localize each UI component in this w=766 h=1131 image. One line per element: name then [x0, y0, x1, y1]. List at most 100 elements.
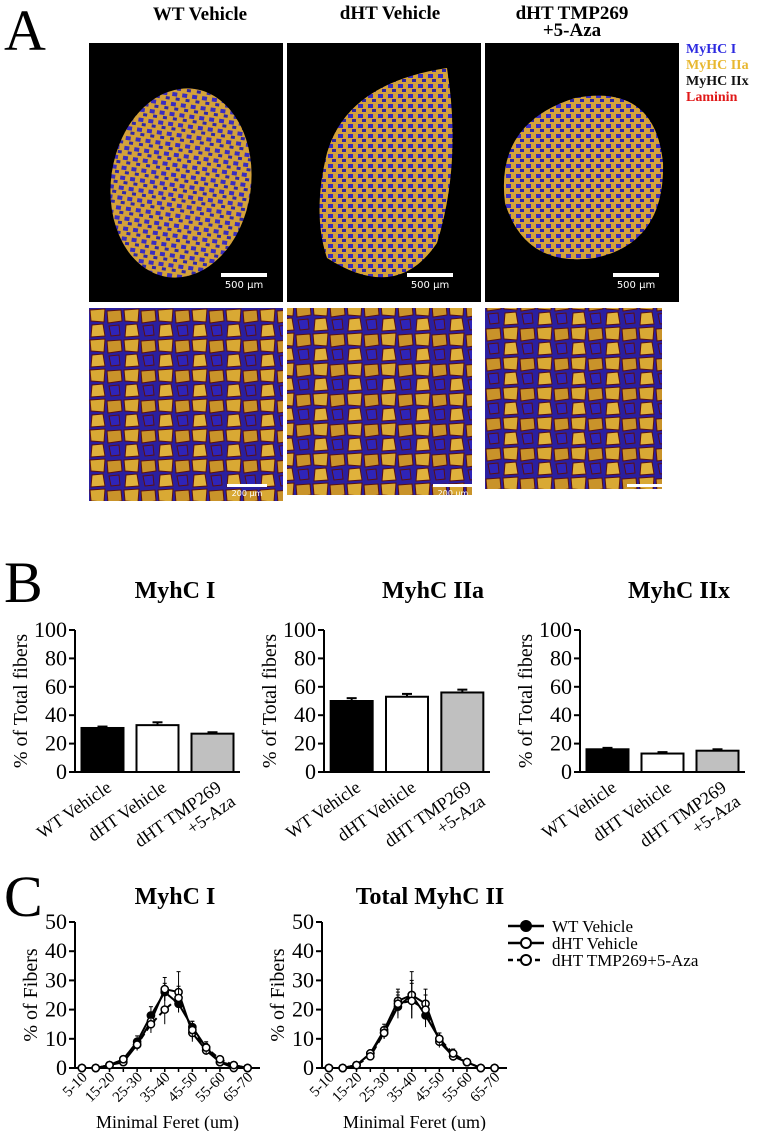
scale-bar-label: 200 μm — [631, 489, 663, 498]
y-tick-label: 50 — [292, 909, 314, 934]
data-point — [448, 1049, 458, 1058]
data-point — [462, 1057, 472, 1067]
data-point — [201, 1046, 211, 1055]
data-point — [105, 1060, 114, 1070]
category-label: dHT TMP269 — [636, 777, 730, 851]
data-point — [421, 1005, 430, 1014]
data-point — [365, 1049, 375, 1058]
y-tick-label: 80 — [45, 645, 67, 670]
y-tick-label: 100 — [539, 617, 572, 642]
data-point — [174, 993, 183, 1003]
x-tick-label: 55-60 — [440, 1070, 476, 1106]
x-tick-label: 5-10 — [60, 1070, 91, 1101]
panel-label-a: A — [4, 0, 46, 63]
data-point — [229, 1063, 239, 1073]
data-point — [105, 1060, 114, 1070]
data-point — [118, 1054, 128, 1064]
y-tick-label: 0 — [305, 759, 316, 784]
stain-legend: MyHC I MyHC IIa MyHC IIx Laminin — [686, 42, 749, 106]
data-point — [146, 1019, 156, 1029]
data-point — [365, 1049, 375, 1058]
data-point — [393, 1002, 403, 1012]
stain-legend-item: MyHC I — [686, 42, 737, 57]
muscle-section-dht-vehicle: 500 μm — [287, 43, 481, 302]
y-tick-label: 20 — [45, 731, 67, 756]
data-point — [243, 1063, 252, 1073]
data-point — [490, 1063, 499, 1073]
data-point — [476, 1063, 486, 1073]
y-tick-label: 80 — [294, 645, 316, 670]
data-point — [146, 1016, 156, 1026]
data-point — [324, 1063, 334, 1073]
data-point — [91, 1063, 101, 1073]
data-point — [379, 1028, 389, 1038]
series-line — [81, 996, 248, 1069]
bar — [190, 732, 235, 773]
muscle-section-dht-tmp269-5-aza: 500 μm — [485, 43, 679, 302]
scale-bar — [407, 273, 453, 277]
data-point — [160, 984, 170, 994]
x-tick-label: 35-40 — [138, 1070, 174, 1106]
y-tick-label: 100 — [283, 617, 316, 642]
y-axis-label: % of Fibers — [20, 948, 42, 1042]
y-axis-label: % of Fibers — [267, 948, 289, 1042]
data-point — [476, 1063, 486, 1073]
category-label: dHT Vehicle — [333, 777, 419, 845]
zoom-image-dht-tmp269-5-aza: 200 μm — [485, 308, 679, 501]
data-point — [91, 1063, 101, 1073]
series-line — [81, 990, 248, 1069]
legend-label: dHT TMP269+5-Aza — [552, 951, 699, 970]
y-tick-label: 10 — [292, 1026, 314, 1051]
category-label: +5-Aza — [688, 791, 744, 838]
x-tick-label: 15-20 — [329, 1070, 365, 1106]
data-point — [160, 1005, 170, 1014]
series-line — [328, 999, 495, 1069]
legend-marker — [520, 937, 532, 949]
scale-bar-label: 500 μm — [410, 280, 450, 291]
y-tick-label: 40 — [45, 938, 67, 963]
data-point — [229, 1060, 239, 1070]
data-point — [476, 1063, 486, 1073]
data-point — [77, 1063, 87, 1073]
y-tick-label: 60 — [550, 674, 572, 699]
column-title-dht-vehicle: dHT Vehicle — [339, 3, 441, 24]
data-point — [352, 1060, 361, 1070]
y-tick-label: 0 — [56, 1055, 67, 1080]
data-point — [77, 1063, 87, 1073]
data-point — [338, 1063, 348, 1073]
bar — [695, 749, 740, 774]
data-point — [352, 1060, 361, 1070]
data-point — [77, 1063, 87, 1073]
data-point — [118, 1057, 128, 1067]
scale-bar-label: 200 μm — [437, 489, 469, 498]
chart-title-myhc-iia: MyhC IIa — [381, 578, 484, 604]
data-point — [215, 1057, 225, 1067]
data-point — [421, 1011, 430, 1020]
muscle-section-wt-vehicle: 500 μm — [89, 43, 283, 302]
data-point — [393, 999, 403, 1009]
y-tick-label: 20 — [294, 731, 316, 756]
zoom-image-wt-vehicle: 200 μm — [89, 308, 283, 501]
data-point — [379, 1028, 389, 1038]
data-point — [490, 1063, 499, 1073]
data-point — [490, 1063, 499, 1073]
x-tick-label: 5-10 — [307, 1070, 338, 1101]
data-point — [132, 1040, 142, 1049]
data-point — [91, 1063, 101, 1073]
data-point — [462, 1057, 472, 1067]
data-point — [352, 1060, 361, 1070]
legend-label: WT Vehicle — [552, 917, 633, 936]
scale-bar-label: 500 μm — [224, 280, 264, 291]
data-point — [215, 1054, 225, 1064]
y-tick-label: 20 — [45, 997, 67, 1022]
data-point — [338, 1063, 348, 1073]
chart-title-myhc-i-feret: MyhC I — [134, 884, 216, 910]
data-point — [243, 1063, 252, 1073]
y-axis-label: % of Total fibers — [10, 634, 32, 769]
y-axis-label: % of Total fibers — [515, 634, 537, 769]
x-tick-label: 35-40 — [385, 1070, 421, 1106]
data-point — [160, 987, 170, 997]
data-point — [118, 1054, 128, 1064]
chart-title-myhc-i: MyhC I — [134, 578, 216, 604]
y-tick-label: 40 — [294, 702, 316, 727]
